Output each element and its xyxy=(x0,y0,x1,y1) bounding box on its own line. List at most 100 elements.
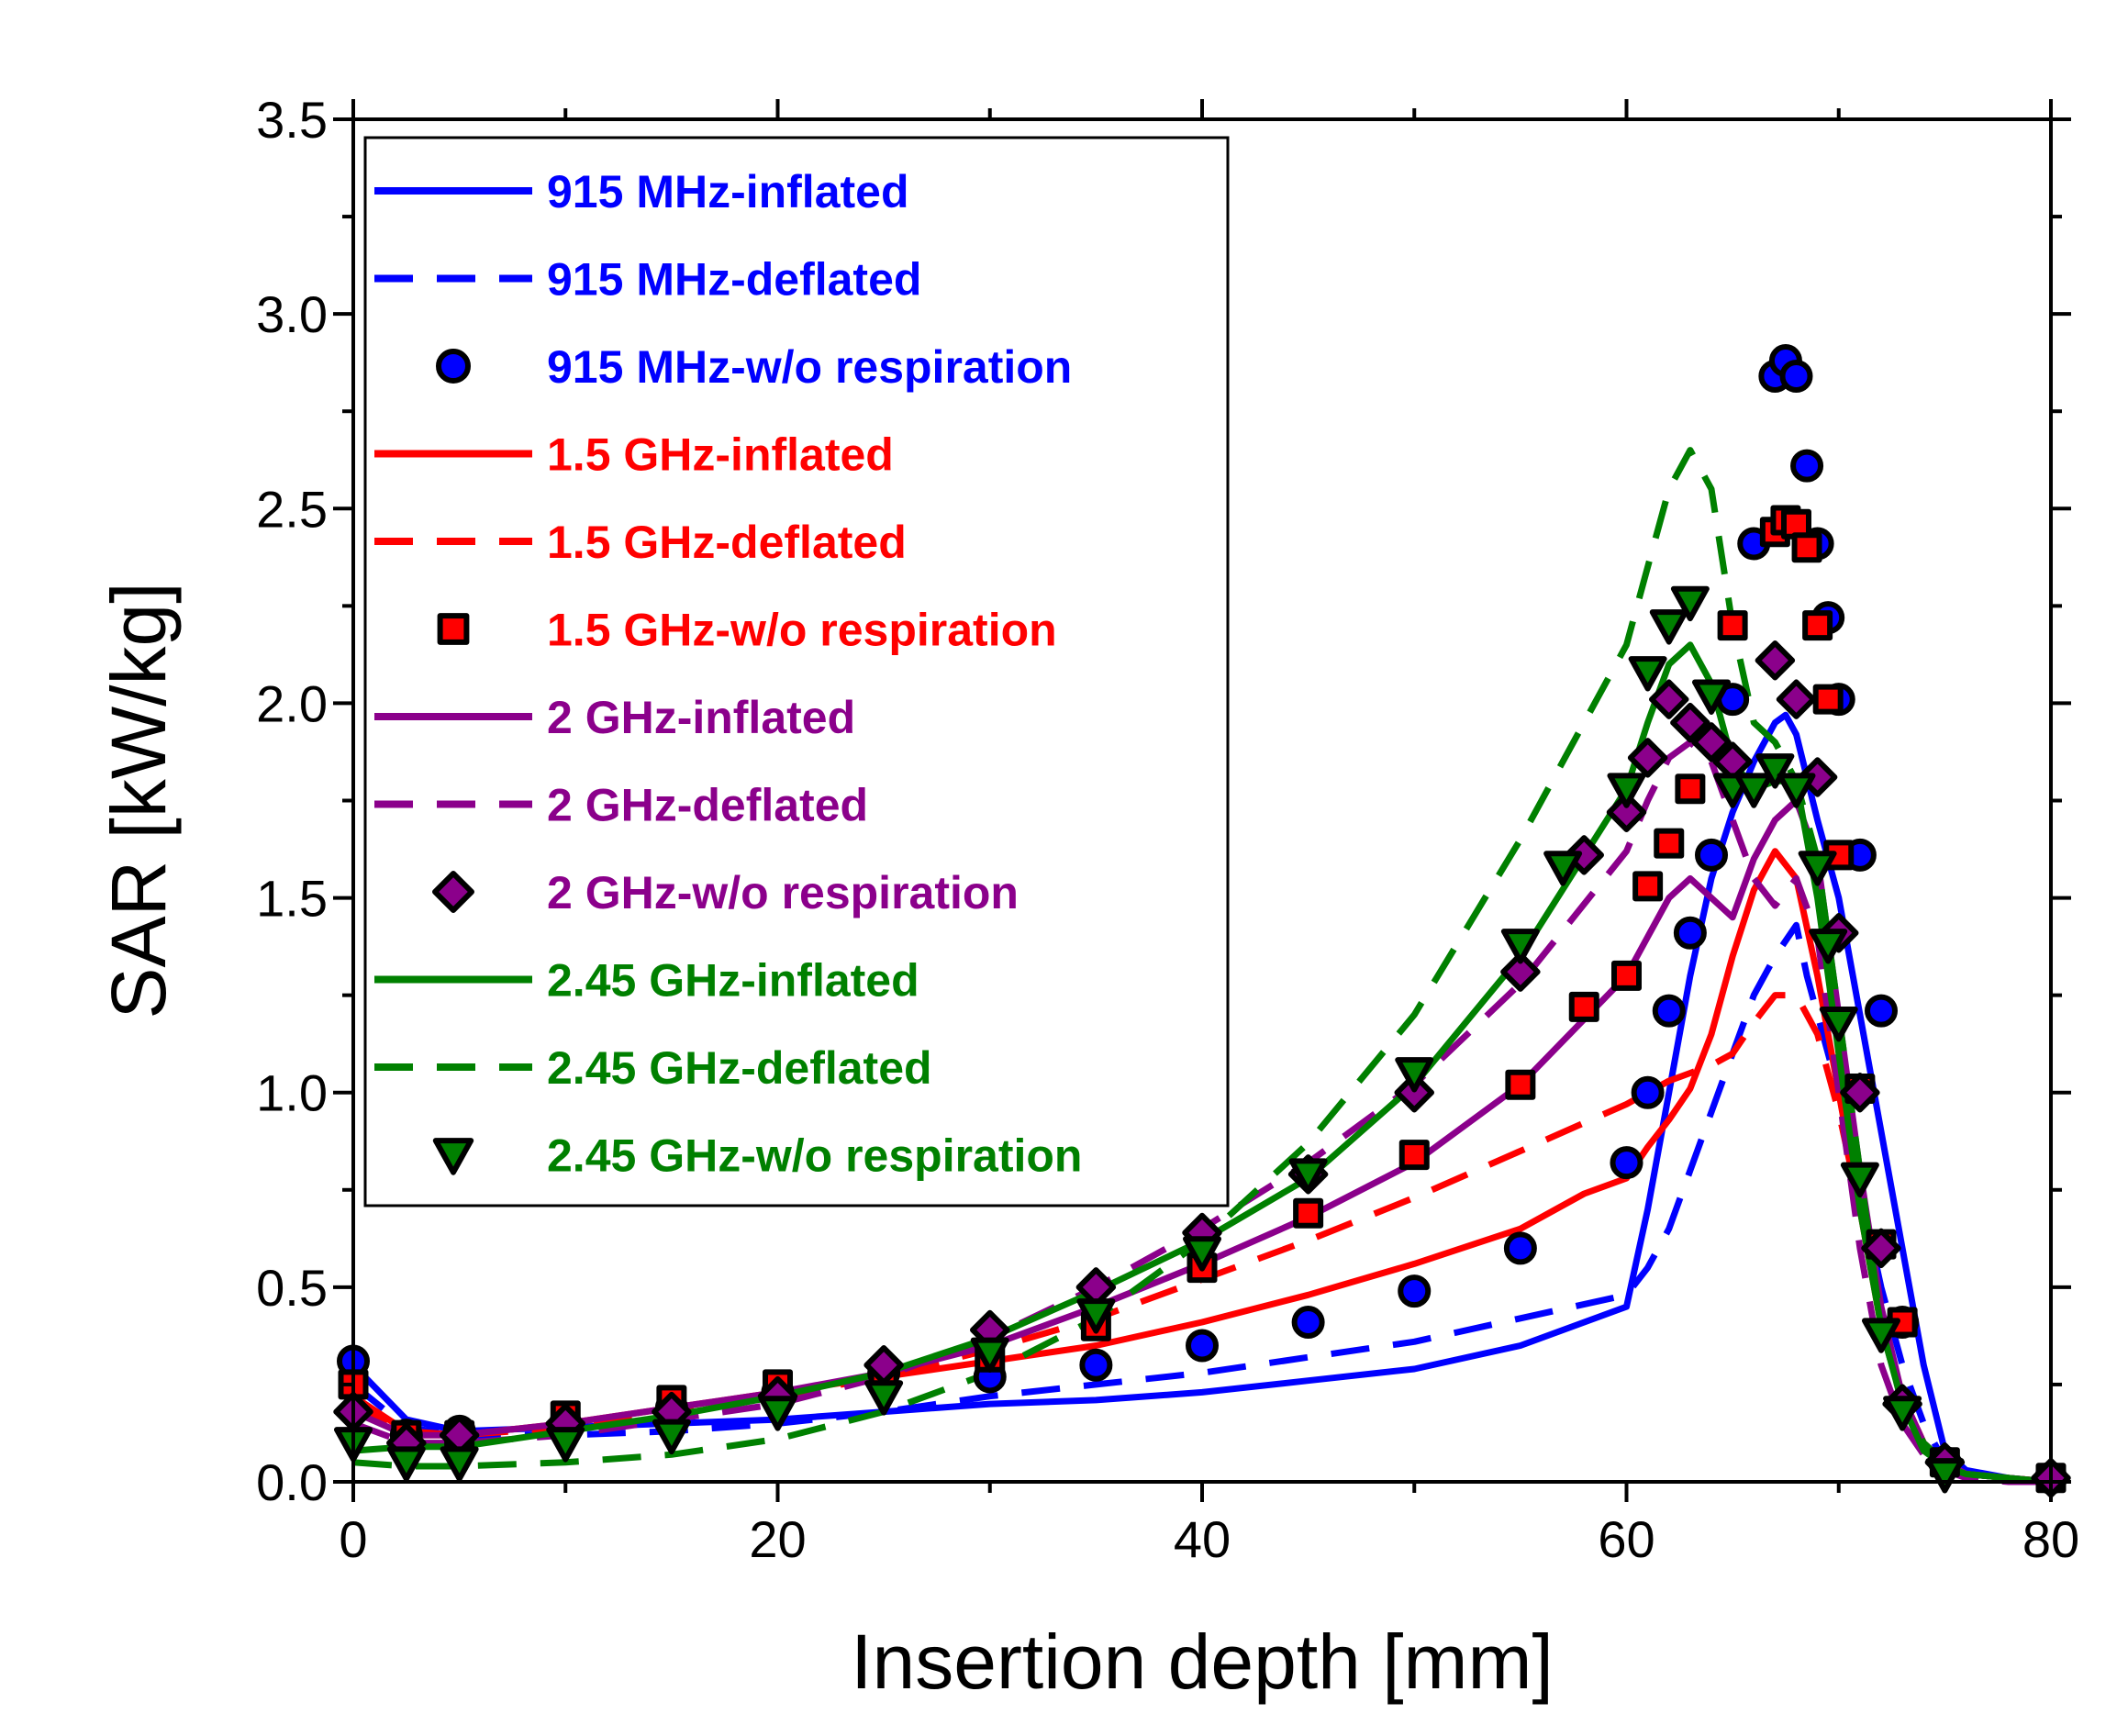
marker-2-ghz-w-o-respiration xyxy=(1755,640,1796,681)
marker-1-5-ghz-w-o-respiration xyxy=(1293,1197,1324,1229)
marker-1-5-ghz-w-o-respiration xyxy=(1717,610,1748,641)
marker-2-45-ghz-w-o-respiration xyxy=(1809,929,1848,964)
marker-2-ghz-w-o-respiration xyxy=(1776,679,1817,719)
marker-2-45-ghz-w-o-respiration xyxy=(546,1427,585,1463)
marker-2-45-ghz-w-o-respiration xyxy=(1862,1318,1900,1353)
x-tick-label: 40 xyxy=(1174,1510,1231,1568)
legend-marker-1-5-ghz-w-o-respiration xyxy=(437,613,470,645)
y-tick-label: 1.5 xyxy=(256,870,328,928)
marker-2-45-ghz-w-o-respiration xyxy=(970,1337,1009,1373)
marker-2-45-ghz-w-o-respiration xyxy=(1819,1006,1858,1042)
y-axis-title: SAR [kW/kg] xyxy=(95,582,182,1018)
marker-915-mhz-w-o-respiration xyxy=(1610,1146,1643,1180)
y-tick-label: 0.5 xyxy=(256,1259,328,1317)
y-tick-label: 2.5 xyxy=(256,480,328,538)
axes-layer xyxy=(333,99,2071,1502)
legend-box xyxy=(363,136,1230,1207)
y-tick-label: 0.0 xyxy=(256,1453,328,1511)
legend-label-1-5-ghz-w-o-respiration: 1.5 GHz-w/o respiration xyxy=(547,605,1057,656)
legend-label-2-45-ghz-inflated: 2.45 GHz-inflated xyxy=(547,955,919,1007)
marker-915-mhz-w-o-respiration xyxy=(1652,994,1686,1028)
marker-915-mhz-w-o-respiration xyxy=(1779,360,1813,394)
marker-2-45-ghz-w-o-respiration xyxy=(1649,609,1688,645)
marker-2-45-ghz-w-o-respiration xyxy=(1183,1236,1221,1272)
legend-marker-2-ghz-w-o-respiration xyxy=(432,871,474,913)
marker-2-45-ghz-w-o-respiration xyxy=(1777,773,1816,808)
marker-1-5-ghz-w-o-respiration xyxy=(1675,773,1706,805)
marker-2-ghz-w-o-respiration xyxy=(1627,738,1668,778)
marker-2-45-ghz-w-o-respiration xyxy=(1798,851,1837,886)
marker-1-5-ghz-w-o-respiration xyxy=(1505,1069,1536,1100)
marker-2-ghz-w-o-respiration xyxy=(1861,1228,1901,1269)
marker-2-ghz-w-o-respiration xyxy=(1500,951,1541,992)
legend-label-1-5-ghz-inflated: 1.5 GHz-inflated xyxy=(547,429,894,481)
marker-915-mhz-w-o-respiration xyxy=(1695,838,1728,872)
marker-2-45-ghz-w-o-respiration xyxy=(1670,585,1710,622)
marker-915-mhz-w-o-respiration xyxy=(1291,1306,1325,1340)
marker-915-mhz-w-o-respiration xyxy=(1865,994,1898,1028)
marker-1-5-ghz-w-o-respiration xyxy=(1611,960,1642,991)
marker-2-45-ghz-w-o-respiration xyxy=(864,1380,904,1416)
marker-1-5-ghz-w-o-respiration xyxy=(1812,684,1844,715)
legend-label-1-5-ghz-deflated: 1.5 GHz-deflated xyxy=(547,517,907,568)
marker-2-45-ghz-w-o-respiration xyxy=(1628,656,1667,692)
series-line-915-mhz-inflated xyxy=(351,711,2052,1486)
marker-1-5-ghz-w-o-respiration xyxy=(1398,1140,1430,1171)
marker-2-45-ghz-w-o-respiration xyxy=(1076,1298,1116,1334)
legend-label-915-mhz-w-o-respiration: 915 MHz-w/o respiration xyxy=(547,341,1072,393)
marker-915-mhz-w-o-respiration xyxy=(1631,1075,1665,1109)
marker-915-mhz-w-o-respiration xyxy=(1673,916,1707,950)
marker-2-45-ghz-w-o-respiration xyxy=(1883,1396,1922,1431)
marker-915-mhz-w-o-respiration xyxy=(1186,1329,1219,1363)
y-tick-label: 3.5 xyxy=(256,91,328,149)
y-tick-label: 3.0 xyxy=(256,285,328,343)
marker-2-45-ghz-w-o-respiration xyxy=(758,1396,797,1431)
marker-2-45-ghz-w-o-respiration xyxy=(1288,1158,1328,1194)
legend-marker-2-45-ghz-w-o-respiration xyxy=(432,1138,474,1175)
marker-2-45-ghz-w-o-respiration xyxy=(1543,851,1583,886)
marker-1-5-ghz-w-o-respiration xyxy=(1791,532,1822,563)
marker-2-ghz-w-o-respiration xyxy=(1691,722,1732,762)
marker-915-mhz-w-o-respiration xyxy=(1503,1231,1537,1265)
marker-1-5-ghz-w-o-respiration xyxy=(1654,828,1685,859)
series-line-915-mhz-deflated xyxy=(351,921,2052,1486)
marker-2-45-ghz-w-o-respiration xyxy=(1500,929,1540,964)
x-tick-label: 20 xyxy=(749,1510,806,1568)
marker-2-45-ghz-w-o-respiration xyxy=(1755,753,1795,789)
marker-915-mhz-w-o-respiration xyxy=(1079,1348,1113,1382)
x-tick-label: 60 xyxy=(1598,1510,1654,1568)
marker-2-45-ghz-w-o-respiration xyxy=(1925,1458,1965,1494)
marker-2-45-ghz-w-o-respiration xyxy=(1395,1057,1434,1093)
marker-2-45-ghz-w-o-respiration xyxy=(1607,773,1646,808)
marker-2-ghz-w-o-respiration xyxy=(1649,679,1689,719)
x-axis-title: Insertion depth [mm] xyxy=(851,1619,1554,1705)
legend-label-2-ghz-deflated: 2 GHz-deflated xyxy=(547,780,868,831)
legend-label-915-mhz-inflated: 915 MHz-inflated xyxy=(547,166,909,217)
tick-label-layer: 0 20 40 60 80 0.0 0.5 1.0 1.5 2.0 2.5 3.0 3.5 xyxy=(256,91,2079,1568)
data-layer xyxy=(333,344,2071,1498)
legend-label-2-45-ghz-deflated: 2.45 GHz-deflated xyxy=(547,1042,932,1094)
marker-915-mhz-w-o-respiration xyxy=(1398,1274,1432,1308)
marker-2-45-ghz-w-o-respiration xyxy=(386,1446,426,1482)
marker-2-ghz-w-o-respiration xyxy=(1840,1072,1880,1113)
legend-label-2-ghz-inflated: 2 GHz-inflated xyxy=(547,692,855,743)
y-tick-label: 2.0 xyxy=(256,674,328,732)
legend-label-915-mhz-deflated: 915 MHz-deflated xyxy=(547,254,921,306)
marker-1-5-ghz-w-o-respiration xyxy=(1632,871,1664,902)
legend-label-2-ghz-w-o-respiration: 2 GHz-w/o respiration xyxy=(547,867,1019,918)
legend-label-2-45-ghz-w-o-respiration: 2.45 GHz-w/o respiration xyxy=(547,1130,1082,1182)
marker-2-45-ghz-w-o-respiration xyxy=(440,1446,479,1482)
marker-1-5-ghz-w-o-respiration xyxy=(1802,610,1833,641)
marker-2-45-ghz-w-o-respiration xyxy=(1692,679,1731,715)
x-tick-label: 80 xyxy=(2022,1510,2079,1568)
x-tick-label: 0 xyxy=(339,1510,367,1568)
marker-2-45-ghz-w-o-respiration xyxy=(1840,1162,1879,1198)
y-tick-label: 1.0 xyxy=(256,1064,328,1122)
marker-2-ghz-w-o-respiration xyxy=(1394,1072,1434,1113)
marker-2-ghz-w-o-respiration xyxy=(1606,792,1647,832)
marker-915-mhz-w-o-respiration xyxy=(1790,449,1824,483)
legend: 915 MHz-inflated 915 MHz-deflated 915 MHz-… xyxy=(363,136,1230,1207)
legend-marker-915-mhz-w-o-respiration xyxy=(436,349,471,384)
marker-2-ghz-w-o-respiration xyxy=(1670,702,1710,743)
